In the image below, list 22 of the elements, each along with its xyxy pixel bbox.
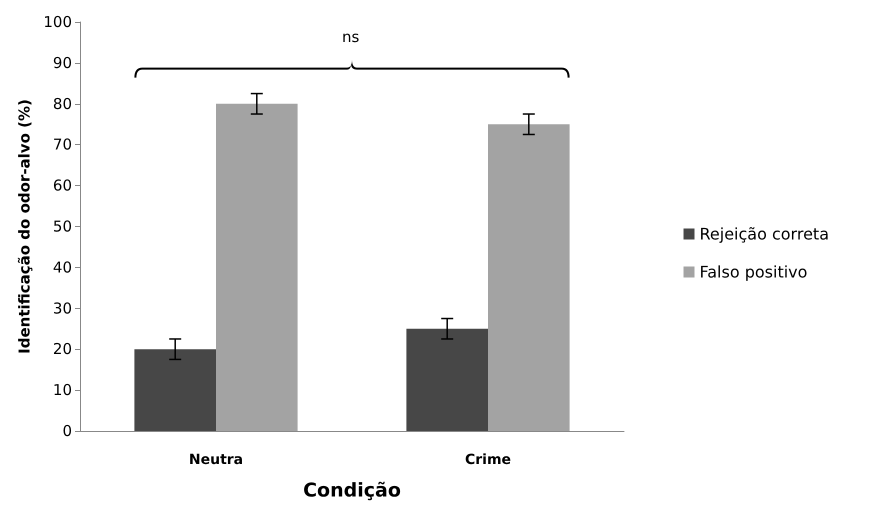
y-tick-label: 60 (52, 176, 72, 195)
annotation: ns (342, 28, 360, 46)
bar (134, 349, 216, 431)
x-axis-title: Condição (303, 480, 401, 502)
y-tick-label: 70 (52, 136, 72, 154)
y-axis-title: Identificação do odor-alvo (%) (16, 99, 34, 354)
y-tick-label: 40 (52, 258, 72, 276)
x-tick-label: Crime (464, 452, 512, 468)
y-tick-label: 50 (52, 218, 72, 236)
y-tick-label: 90 (52, 54, 72, 72)
y-tick-label: 20 (52, 340, 72, 358)
bar (216, 104, 298, 431)
bar (406, 328, 488, 431)
legend-label: Falso positivo (700, 262, 808, 282)
bar (488, 124, 570, 431)
legend-label: Rejeição correta (700, 224, 829, 244)
y-tick-label: 100 (43, 13, 72, 31)
x-tick-label: Neutra (188, 452, 244, 468)
y-tick-label: 30 (52, 299, 72, 318)
y-tick-label: 80 (52, 94, 72, 113)
y-tick-label: 0 (62, 422, 72, 440)
y-tick-label: 10 (52, 381, 72, 400)
